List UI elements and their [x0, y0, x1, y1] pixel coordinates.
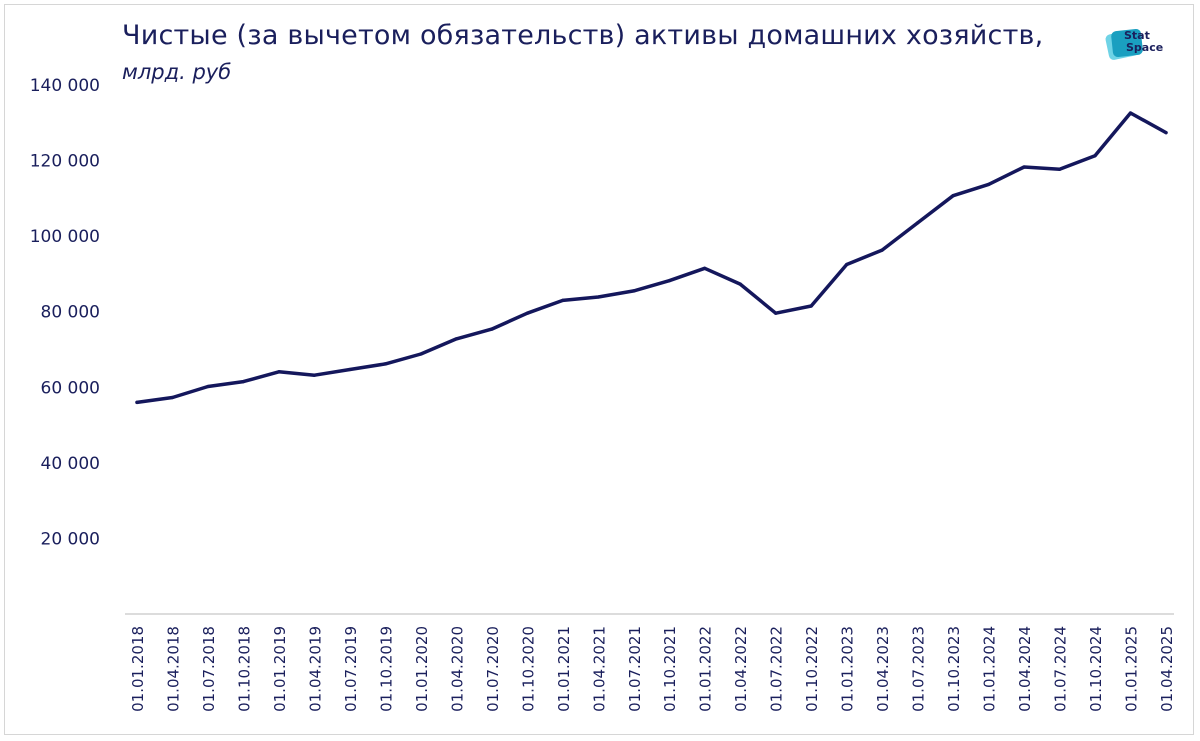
x-tick-label: 01.04.2021 — [590, 626, 608, 712]
chart-subtitle: млрд. руб — [122, 60, 232, 84]
x-tick-label: 01.10.2019 — [377, 626, 395, 712]
statspace-logo: Stat Space — [1105, 28, 1163, 60]
chart-title: Чистые (за вычетом обязательств) активы … — [122, 20, 1044, 51]
data-point — [561, 298, 565, 302]
x-tick-label: 01.04.2019 — [306, 626, 324, 712]
data-point — [241, 380, 245, 384]
x-tick-label: 01.04.2025 — [1158, 626, 1176, 712]
data-point — [419, 352, 423, 356]
data-point — [1058, 167, 1062, 171]
series-line — [135, 111, 1168, 405]
data-point — [738, 282, 742, 286]
y-axis: 20 000 40 000 60 000 80 000 100 000 120 000 14… — [30, 76, 100, 549]
logo-text-line1: Stat — [1124, 29, 1150, 42]
x-tick-label: 01.01.2021 — [555, 626, 573, 712]
data-point — [490, 327, 494, 331]
x-tick-label: 01.10.2021 — [661, 626, 679, 712]
data-point — [170, 395, 175, 400]
data-point — [880, 248, 884, 252]
data-point — [525, 311, 529, 315]
x-tick-label: 01.10.2023 — [945, 626, 963, 712]
x-tick-label: 01.07.2022 — [768, 626, 786, 712]
x-tick-label: 01.10.2024 — [1087, 626, 1105, 712]
x-tick-label: 01.07.2020 — [484, 626, 502, 712]
x-tick-label: 01.10.2020 — [519, 626, 537, 712]
data-point — [951, 194, 955, 198]
x-tick-label: 01.07.2018 — [200, 626, 218, 712]
y-tick-label: 100 000 — [30, 227, 100, 247]
y-tick-label: 120 000 — [30, 152, 100, 172]
x-tick-label: 01.07.2023 — [910, 626, 928, 712]
x-tick-label: 01.10.2018 — [235, 626, 253, 712]
series-layer — [135, 111, 1168, 405]
data-point — [454, 337, 458, 341]
x-tick-label: 01.01.2024 — [981, 626, 999, 712]
data-point — [596, 295, 600, 299]
data-point — [383, 362, 387, 366]
x-tick-label: 01.04.2020 — [448, 626, 466, 712]
data-point — [809, 304, 813, 308]
data-point — [987, 182, 991, 186]
x-tick-label: 01.01.2020 — [413, 626, 431, 712]
data-point — [916, 221, 920, 225]
x-tick-label: 01.07.2019 — [342, 626, 360, 712]
data-point — [1022, 165, 1026, 169]
data-point — [703, 266, 707, 270]
y-tick-label: 20 000 — [41, 529, 100, 549]
data-point — [312, 373, 316, 377]
data-point — [1093, 154, 1097, 158]
data-point — [667, 279, 671, 283]
y-tick-label: 40 000 — [41, 454, 100, 474]
x-tick-label: 01.04.2022 — [732, 626, 750, 712]
x-tick-label: 01.10.2022 — [803, 626, 821, 712]
x-tick-label: 01.01.2025 — [1123, 626, 1141, 712]
data-point — [774, 311, 778, 315]
x-tick-label: 01.01.2022 — [697, 626, 715, 712]
x-tick-label: 01.04.2023 — [874, 626, 892, 712]
data-point — [348, 367, 352, 372]
data-point — [632, 289, 636, 293]
data-point — [845, 262, 849, 267]
logo-text-line2: Space — [1126, 41, 1163, 54]
y-tick-label: 80 000 — [41, 303, 100, 323]
x-tick-label: 01.01.2018 — [129, 626, 147, 712]
x-tick-label: 01.01.2023 — [839, 626, 857, 712]
x-tick-label: 01.07.2021 — [626, 626, 644, 712]
x-tick-label: 01.07.2024 — [1052, 626, 1070, 712]
y-tick-label: 140 000 — [30, 76, 100, 96]
y-tick-label: 60 000 — [41, 378, 100, 398]
data-point — [135, 400, 139, 404]
chart-frame — [4, 4, 1194, 735]
x-axis: 01.01.2018 01.04.2018 01.07.2018 01.10.2018… — [129, 626, 1176, 712]
data-point — [1128, 111, 1133, 115]
data-point — [1164, 131, 1168, 135]
x-tick-label: 01.04.2024 — [1016, 626, 1034, 712]
x-tick-label: 01.01.2019 — [271, 626, 289, 712]
data-point — [277, 370, 281, 374]
data-point — [206, 384, 210, 389]
x-tick-label: 01.04.2018 — [164, 626, 182, 712]
